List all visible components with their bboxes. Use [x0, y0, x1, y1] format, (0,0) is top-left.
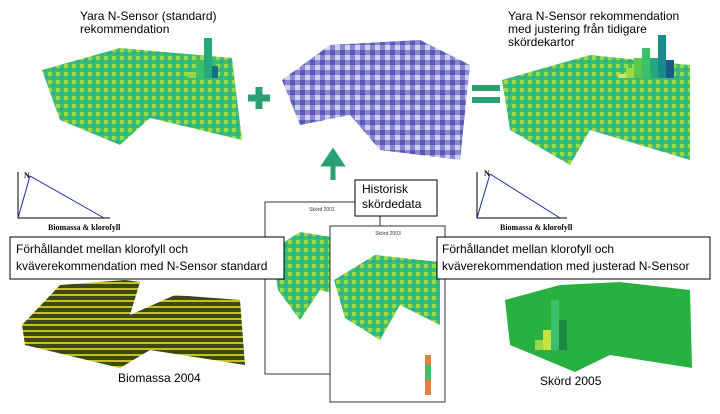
axis-label: Biomassa & klorofyll — [500, 223, 573, 232]
equals — [472, 85, 500, 103]
axis-label: N — [484, 169, 490, 178]
svg-text:Förhållandet mellan klorofyll: Förhållandet mellan klorofyll och kvävere… — [442, 242, 689, 273]
text: Skörd 2003 — [375, 231, 401, 237]
title: Yara N-Sensor rekommendation med justerin… — [508, 9, 679, 49]
text: Skörd 2001 — [309, 207, 335, 213]
text: kväverekommendation med justerad N-Senso… — [442, 259, 689, 273]
text: med justering från tidigare — [508, 22, 647, 36]
text: rekommendation — [80, 22, 169, 36]
map-label: Biomassa 2004 — [118, 371, 201, 385]
text: Yara N-Sensor rekommendation — [508, 9, 679, 23]
caption: Förhållandet mellan klorofyll och kvävere… — [436, 236, 711, 280]
text: Yara N-Sensor (standard) — [80, 9, 217, 23]
legend-icon — [618, 35, 674, 78]
document: Skörd 2003 — [329, 225, 446, 403]
graph: N Biomassa & klorofyll — [17, 171, 121, 232]
plus — [248, 87, 270, 109]
title: Yara N-Sensor (standard) rekommendation — [80, 9, 217, 36]
map-label: Skörd 2005 — [540, 374, 602, 388]
axis-label: Biomassa & klorofyll — [48, 223, 121, 232]
map — [282, 40, 470, 160]
svg-text:Förhållandet mellan klorofyll: Förhållandet mellan klorofyll och kvävere… — [16, 242, 267, 273]
legend-icon — [535, 300, 567, 350]
text: Förhållandet mellan klorofyll och — [16, 242, 188, 256]
text-box: Historisk skördedata — [354, 179, 438, 217]
text: skördedata — [362, 197, 422, 211]
text: Förhållandet mellan klorofyll och — [442, 242, 614, 256]
text: kväverekommendation med N-Sensor standar… — [16, 259, 267, 273]
arrow — [320, 147, 346, 180]
caption: Förhållandet mellan klorofyll och kvävere… — [9, 236, 285, 280]
map — [505, 282, 692, 372]
axis-label: N — [24, 171, 30, 180]
map — [502, 55, 690, 165]
map — [22, 280, 245, 368]
text: Historisk — [362, 182, 409, 196]
text: skördekartor — [508, 35, 575, 49]
legend-icon — [188, 38, 218, 78]
graph: N Biomassa & klorofyll — [476, 169, 573, 232]
